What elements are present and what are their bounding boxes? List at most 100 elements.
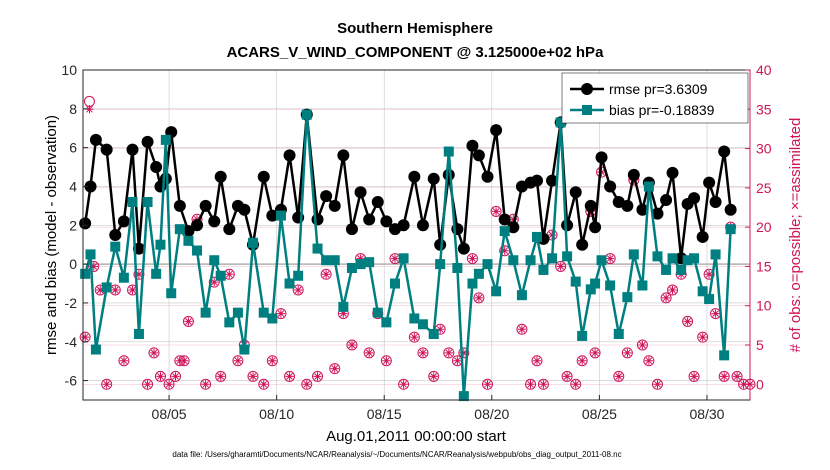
obs-assimilated-marker xyxy=(81,332,90,342)
bias-point xyxy=(293,270,304,281)
bias-point xyxy=(80,268,91,279)
bias-point xyxy=(538,264,549,275)
x-tick-label: 08/25 xyxy=(582,406,617,422)
legend: rmse pr=3.6309 bias pr=-0.18839 xyxy=(561,72,749,124)
obs-possible-marker xyxy=(473,292,485,304)
y2-tick-label: 20 xyxy=(756,219,772,235)
rmse-series-line xyxy=(83,113,732,260)
rmse-point xyxy=(371,196,384,208)
bias-point xyxy=(667,253,678,264)
obs-possible-marker xyxy=(292,284,304,296)
rmse-point xyxy=(199,199,212,212)
obs-assimilated-marker xyxy=(453,356,462,365)
obs-assimilated-marker xyxy=(268,356,277,365)
rmse-point xyxy=(397,219,410,232)
obs-possible-marker xyxy=(88,260,100,272)
bias-point xyxy=(133,329,144,339)
obs-count-layer xyxy=(79,95,756,390)
obs-assimilated-marker xyxy=(689,372,699,381)
rmse-point xyxy=(208,215,221,228)
bias-point xyxy=(275,210,286,221)
obs-assimilated-marker xyxy=(285,372,294,381)
obs-possible-marker xyxy=(101,378,113,390)
obs-assimilated-marker xyxy=(517,325,527,334)
obs-assimilated-marker xyxy=(156,372,165,381)
rmse-point xyxy=(173,199,186,212)
obs-possible-marker xyxy=(312,370,324,382)
bias-point xyxy=(622,292,633,303)
x-axis-label: Aug.01,2011 00:00:00 start xyxy=(326,428,507,445)
obs-possible-marker xyxy=(682,315,694,327)
obs-possible-marker xyxy=(525,378,537,390)
bias-point xyxy=(605,280,616,291)
obs-possible-marker xyxy=(363,347,375,359)
rmse-point xyxy=(416,219,429,232)
obs-assimilated-marker xyxy=(259,380,268,389)
obs-possible-marker xyxy=(232,355,244,367)
bias-point xyxy=(355,259,366,270)
bias-point xyxy=(209,255,220,266)
obs-assimilated-marker xyxy=(390,254,400,263)
obs-assimilated-marker xyxy=(590,348,600,358)
rmse-point xyxy=(718,145,731,158)
obs-assimilated-marker xyxy=(128,285,137,295)
rmse-point xyxy=(100,143,113,156)
rmse-point xyxy=(442,168,455,181)
bias-point xyxy=(467,278,478,289)
obs-possible-marker xyxy=(621,347,633,359)
rmse-point xyxy=(472,149,485,162)
obs-assimilated-marker xyxy=(102,380,111,389)
y-tick-label: 2 xyxy=(69,217,77,233)
obs-assimilated-marker xyxy=(474,293,484,303)
obs-possible-marker xyxy=(142,378,154,390)
x-tick-label: 08/20 xyxy=(474,406,509,422)
bias-point xyxy=(562,251,573,262)
rmse-point xyxy=(89,133,102,146)
bias-point xyxy=(90,344,101,355)
obs-assimilated-marker xyxy=(134,270,144,279)
bias-point xyxy=(435,259,446,270)
bias-point xyxy=(525,255,536,266)
obs-assimilated-marker xyxy=(711,309,720,318)
obs-assimilated-marker xyxy=(491,207,501,216)
obs-assimilated-marker xyxy=(143,380,152,389)
rmse-point xyxy=(427,172,440,185)
obs-assimilated-marker xyxy=(184,317,193,326)
obs-assimilated-marker xyxy=(164,380,174,389)
obs-assimilated-marker xyxy=(500,246,509,255)
bias-point xyxy=(643,181,654,192)
rmse-point xyxy=(481,170,494,183)
rmse-point xyxy=(328,199,341,212)
obs-assimilated-marker xyxy=(459,348,468,358)
obs-possible-marker xyxy=(408,331,420,343)
obs-assimilated-marker xyxy=(668,285,677,295)
data-file-note: data file: /Users/gharamti/Documents/NCA… xyxy=(172,450,621,459)
obs-possible-marker xyxy=(731,370,743,382)
rmse-point xyxy=(126,143,139,156)
bias-point xyxy=(676,264,687,275)
obs-assimilated-marker xyxy=(739,380,748,389)
obs-assimilated-marker xyxy=(732,372,742,381)
rmse-point xyxy=(109,229,122,241)
y2-tick-label: 25 xyxy=(756,180,772,196)
x-tick-label: 08/05 xyxy=(152,406,187,422)
y-axis-label: rmse and bias (model - observation) xyxy=(43,115,60,355)
obs-assimilated-marker xyxy=(661,293,671,303)
y-tick-label: -4 xyxy=(65,334,78,350)
obs-possible-marker xyxy=(148,347,160,359)
bias-point xyxy=(443,146,454,157)
obs-possible-marker xyxy=(703,268,715,280)
obs-assimilated-marker xyxy=(276,309,286,318)
bias-point xyxy=(398,253,409,264)
obs-assimilated-marker xyxy=(201,380,210,389)
bias-point xyxy=(499,226,510,237)
obs-possible-marker xyxy=(258,378,270,390)
y2-tick-label: 5 xyxy=(756,337,764,353)
rmse-point xyxy=(636,203,649,216)
obs-assimilated-marker xyxy=(526,380,535,389)
bias-point xyxy=(247,237,258,248)
x-axis-ticks: 08/05 08/10 08/15 08/20 08/25 08/30 xyxy=(152,395,725,422)
obs-assimilated-marker xyxy=(365,348,374,358)
chart-title: Southern Hemisphere xyxy=(337,20,493,37)
rmse-point xyxy=(408,170,421,183)
